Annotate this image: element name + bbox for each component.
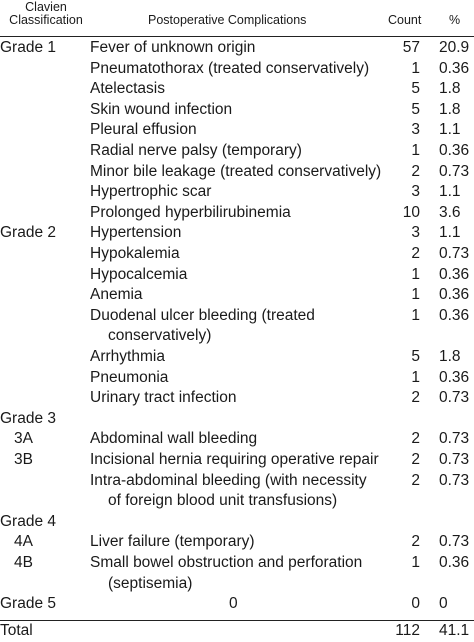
classification-header-line2: Classification	[9, 13, 83, 27]
percent-cell: 0.36	[439, 368, 470, 386]
percent-cell: 1.1	[439, 121, 461, 139]
grade-cell: 4B	[14, 554, 33, 571]
complication-cell: Hypertension	[90, 224, 182, 242]
percent-cell: 20.9	[439, 39, 470, 56]
complication-cell: Prolonged hyperbilirubinemia	[90, 203, 291, 221]
percent-cell: 0.36	[439, 142, 470, 159]
count-cell: 1	[411, 554, 420, 571]
count-cell: 2	[411, 162, 420, 180]
complication-cell: Small bowel obstruction and perforation	[90, 554, 363, 571]
complication-cell: Pneumonia	[90, 368, 169, 386]
count-cell: 3	[411, 121, 420, 139]
classification-header-line1: Clavien	[25, 0, 67, 14]
complication-cell: Intra-abdominal bleeding (with necessity	[90, 471, 367, 489]
percent-cell: 41.1	[439, 622, 470, 639]
classification-header: Clavien Classification	[8, 1, 84, 27]
count-cell: 1	[411, 286, 420, 304]
complication-cell: Duodenal ulcer bleeding (treated	[90, 306, 315, 324]
percent-cell: 0.36	[439, 286, 470, 304]
count-cell: 2	[411, 430, 420, 448]
count-cell: 2	[411, 389, 420, 407]
percent-cell: 3.6	[439, 203, 461, 221]
complication-cell: Minor bile leakage (treated conservative…	[90, 162, 382, 180]
grade-cell: 3A	[14, 430, 33, 448]
complication-cell-continuation: (septisemia)	[108, 574, 193, 592]
complication-cell: Radial nerve palsy (temporary)	[90, 142, 302, 159]
count-cell: 57	[402, 39, 420, 56]
grade-cell: 3B	[14, 451, 33, 468]
complications-header: Postoperative Complications	[148, 13, 307, 27]
complication-cell: Pleural effusion	[90, 121, 197, 139]
grade-cell: Grade 2	[0, 224, 57, 242]
percent-cell: 1.8	[439, 100, 461, 118]
grade-cell: Total	[0, 622, 33, 639]
count-cell: 10	[402, 203, 420, 221]
percent-cell: 0.73	[439, 533, 470, 551]
count-cell: 3	[411, 183, 420, 201]
count-cell: 112	[395, 622, 420, 639]
percent-cell: 1.8	[439, 348, 461, 365]
complication-cell: Abdominal wall bleeding	[90, 430, 258, 448]
complication-cell: Anemia	[90, 286, 143, 304]
complication-cell: Hypokalemia	[90, 245, 180, 262]
percent-cell: 0.36	[439, 265, 470, 283]
grade-cell: Grade 4	[0, 512, 57, 530]
count-cell: 2	[411, 451, 420, 468]
grade-cell: 4A	[14, 533, 33, 551]
complication-cell: Hypocalcemia	[90, 265, 188, 283]
percent-cell: 0.73	[439, 389, 470, 407]
complication-cell: Liver failure (temporary)	[90, 533, 255, 551]
percent-cell: 0.36	[439, 59, 470, 77]
percent-cell: 1.1	[439, 183, 461, 201]
complication-cell-continuation: of foreign blood unit transfusions)	[108, 492, 338, 510]
count-cell: 1	[411, 142, 420, 159]
table-header: Clavien Classification Postoperative Com…	[0, 0, 474, 37]
percent-cell: 0	[439, 595, 448, 613]
complication-cell: Incisional hernia requiring operative re…	[90, 451, 379, 468]
percent-cell: 0.73	[439, 471, 470, 489]
percent-cell: 0.36	[439, 554, 470, 571]
complication-cell: Arrhythmia	[90, 348, 165, 365]
count-cell: 5	[411, 100, 420, 118]
count-cell: 2	[411, 471, 420, 489]
count-cell: 2	[411, 245, 420, 262]
complication-cell: Fever of unknown origin	[90, 39, 256, 56]
complication-cell: Atelectasis	[90, 80, 165, 98]
complication-cell-continuation: conservatively)	[108, 327, 212, 345]
count-cell: 2	[411, 533, 420, 551]
header-rule	[0, 36, 474, 37]
percent-header: %	[449, 13, 461, 27]
complication-cell: Pneumatothorax (treated conservatively)	[90, 59, 370, 77]
complication-cell: Skin wound infection	[90, 100, 233, 118]
count-cell: 1	[411, 368, 420, 386]
percent-cell: 1.8	[439, 80, 461, 98]
count-cell: 1	[411, 306, 420, 324]
total-rule	[0, 620, 474, 621]
percent-cell: 1.1	[439, 224, 461, 242]
complication-cell: Urinary tract infection	[90, 389, 237, 407]
grade-cell: Grade 3	[0, 409, 57, 427]
count-header: Count	[388, 13, 422, 27]
count-cell: 1	[411, 265, 420, 283]
count-cell: 5	[411, 348, 420, 365]
grade-cell: Grade 5	[0, 595, 57, 613]
complication-cell: 0	[229, 595, 238, 613]
percent-cell: 0.73	[439, 451, 470, 468]
percent-cell: 0.73	[439, 245, 470, 262]
count-cell: 0	[411, 595, 420, 613]
percent-cell: 0.73	[439, 162, 470, 180]
count-cell: 3	[411, 224, 420, 242]
count-cell: 5	[411, 80, 420, 98]
grade-cell: Grade 1	[0, 39, 57, 56]
complication-cell: Hypertrophic scar	[90, 183, 212, 201]
percent-cell: 0.73	[439, 430, 470, 448]
count-cell: 1	[411, 59, 420, 77]
percent-cell: 0.36	[439, 306, 470, 324]
